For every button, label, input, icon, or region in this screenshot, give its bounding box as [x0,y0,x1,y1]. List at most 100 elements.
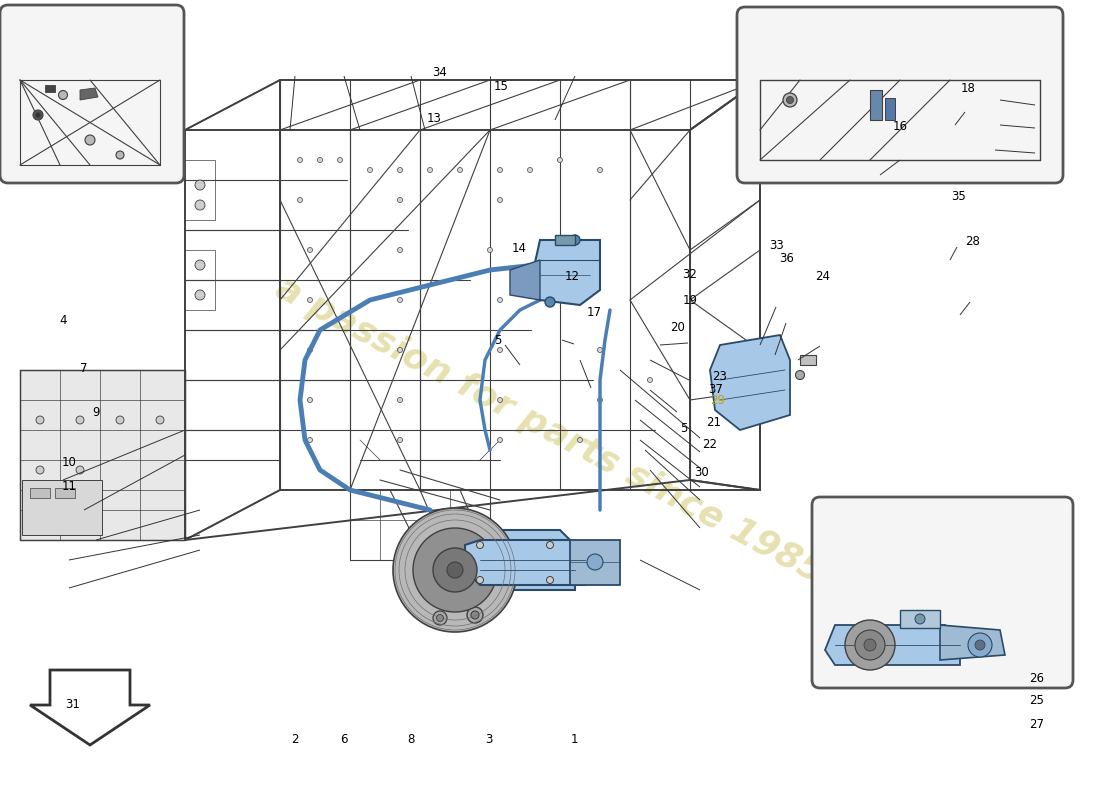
Circle shape [338,158,342,162]
Polygon shape [30,670,150,745]
Polygon shape [20,370,185,540]
Text: 30: 30 [694,466,710,478]
Circle shape [85,135,95,145]
Circle shape [412,528,497,612]
Text: 1: 1 [571,733,578,746]
FancyBboxPatch shape [556,235,575,245]
Text: 5: 5 [495,334,502,346]
Circle shape [597,398,603,402]
Circle shape [195,290,205,300]
Circle shape [471,611,478,619]
Circle shape [648,378,652,382]
Text: 21: 21 [706,416,722,429]
Circle shape [36,511,44,519]
Polygon shape [465,540,585,585]
Circle shape [487,247,493,253]
Circle shape [308,298,312,302]
Polygon shape [510,260,540,300]
Polygon shape [900,610,940,628]
Text: 25: 25 [1028,694,1044,707]
Circle shape [497,167,503,173]
Circle shape [195,260,205,270]
Text: 24: 24 [815,270,830,282]
Text: 31: 31 [65,698,80,710]
Text: 33: 33 [769,239,784,252]
Circle shape [578,438,583,442]
Text: 12: 12 [564,270,580,282]
Text: 23: 23 [712,370,727,382]
Circle shape [544,297,556,307]
Text: 35: 35 [950,190,966,202]
Circle shape [397,298,403,302]
Circle shape [795,370,804,379]
Circle shape [458,167,462,173]
Circle shape [308,347,312,353]
Circle shape [397,247,403,253]
Circle shape [528,167,532,173]
Circle shape [558,158,562,162]
Circle shape [783,93,798,107]
Circle shape [195,200,205,210]
Circle shape [468,607,483,623]
Circle shape [786,97,793,103]
Text: 17: 17 [586,306,602,318]
FancyBboxPatch shape [30,488,50,498]
Circle shape [297,198,302,202]
Text: 14: 14 [512,242,527,254]
Text: 7: 7 [80,362,87,374]
Polygon shape [825,625,960,665]
Text: a passion for parts since 1985: a passion for parts since 1985 [271,270,829,590]
Circle shape [397,198,403,202]
Circle shape [476,542,484,549]
Polygon shape [530,240,600,305]
Text: 15: 15 [494,80,509,93]
Circle shape [35,113,41,118]
FancyBboxPatch shape [55,488,75,498]
FancyBboxPatch shape [0,5,184,183]
Text: 16: 16 [892,120,907,133]
Circle shape [597,347,603,353]
Text: 19: 19 [682,294,697,306]
Circle shape [915,614,925,624]
Text: 8: 8 [408,733,415,746]
Circle shape [433,548,477,592]
Circle shape [547,577,553,583]
Circle shape [570,235,580,245]
Circle shape [195,180,205,190]
Circle shape [597,167,603,173]
Circle shape [116,151,124,159]
Circle shape [297,158,302,162]
Circle shape [116,416,124,424]
Circle shape [156,416,164,424]
Circle shape [397,438,403,442]
FancyBboxPatch shape [870,90,882,120]
Circle shape [497,438,503,442]
FancyBboxPatch shape [737,7,1063,183]
Circle shape [308,438,312,442]
Circle shape [397,398,403,402]
Circle shape [397,167,403,173]
Circle shape [433,611,447,625]
Circle shape [367,167,373,173]
Circle shape [547,542,553,549]
Text: 28: 28 [965,235,980,248]
Circle shape [437,614,443,622]
Text: 2: 2 [292,733,298,746]
Circle shape [476,577,484,583]
Circle shape [308,398,312,402]
Text: 37: 37 [708,383,724,396]
Circle shape [497,398,503,402]
Circle shape [855,630,886,660]
Circle shape [497,347,503,353]
Circle shape [36,466,44,474]
Text: 32: 32 [682,268,697,281]
Circle shape [393,508,517,632]
Polygon shape [570,540,620,585]
Circle shape [76,466,84,474]
Circle shape [845,620,895,670]
FancyBboxPatch shape [886,98,895,120]
Polygon shape [455,530,575,590]
Text: 18: 18 [960,82,976,94]
Text: 11: 11 [62,480,77,493]
Circle shape [497,198,503,202]
